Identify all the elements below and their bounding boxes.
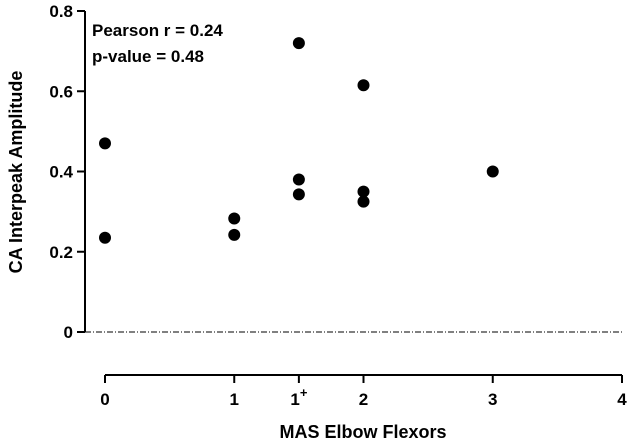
x-tick-label: 2 <box>359 390 368 409</box>
data-point <box>357 195 370 208</box>
data-point <box>99 231 111 244</box>
data-point <box>357 79 370 92</box>
x-axis-title: MAS Elbow Flexors <box>279 422 446 442</box>
x-tick-label: 1 <box>230 390 239 409</box>
data-points <box>99 37 499 244</box>
x-axis: 0 1 1+ 2 3 4 <box>100 374 627 409</box>
x-tick-label: 0 <box>100 390 109 409</box>
data-point <box>228 212 241 225</box>
data-point <box>292 188 305 201</box>
y-tick-label: 0 <box>64 323 73 342</box>
pearson-annotation: Pearson r = 0.24 <box>92 21 223 40</box>
y-tick-label: 0.8 <box>49 2 73 21</box>
x-tick-label: 1+ <box>290 385 307 409</box>
y-tick-label: 0.4 <box>49 163 73 182</box>
y-axis-title: CA Interpeak Amplitude <box>6 71 26 274</box>
y-ticks: 0 0.2 0.4 0.6 0.8 <box>49 2 85 342</box>
y-tick-label: 0.2 <box>49 243 73 262</box>
x-ticks: 0 1 1+ 2 3 4 <box>100 375 627 409</box>
x-tick-superscript: + <box>300 385 308 400</box>
y-tick-label: 0.6 <box>49 82 73 101</box>
data-point <box>292 37 305 50</box>
data-point <box>228 228 241 241</box>
y-axis: 0 0.2 0.4 0.6 0.8 <box>49 2 86 342</box>
data-point <box>99 137 111 150</box>
x-tick-label: 4 <box>617 390 627 409</box>
pvalue-annotation: p-value = 0.48 <box>92 47 204 66</box>
data-point <box>357 185 370 198</box>
data-point <box>486 165 499 178</box>
data-point <box>292 173 305 186</box>
x-tick-label: 3 <box>488 390 497 409</box>
